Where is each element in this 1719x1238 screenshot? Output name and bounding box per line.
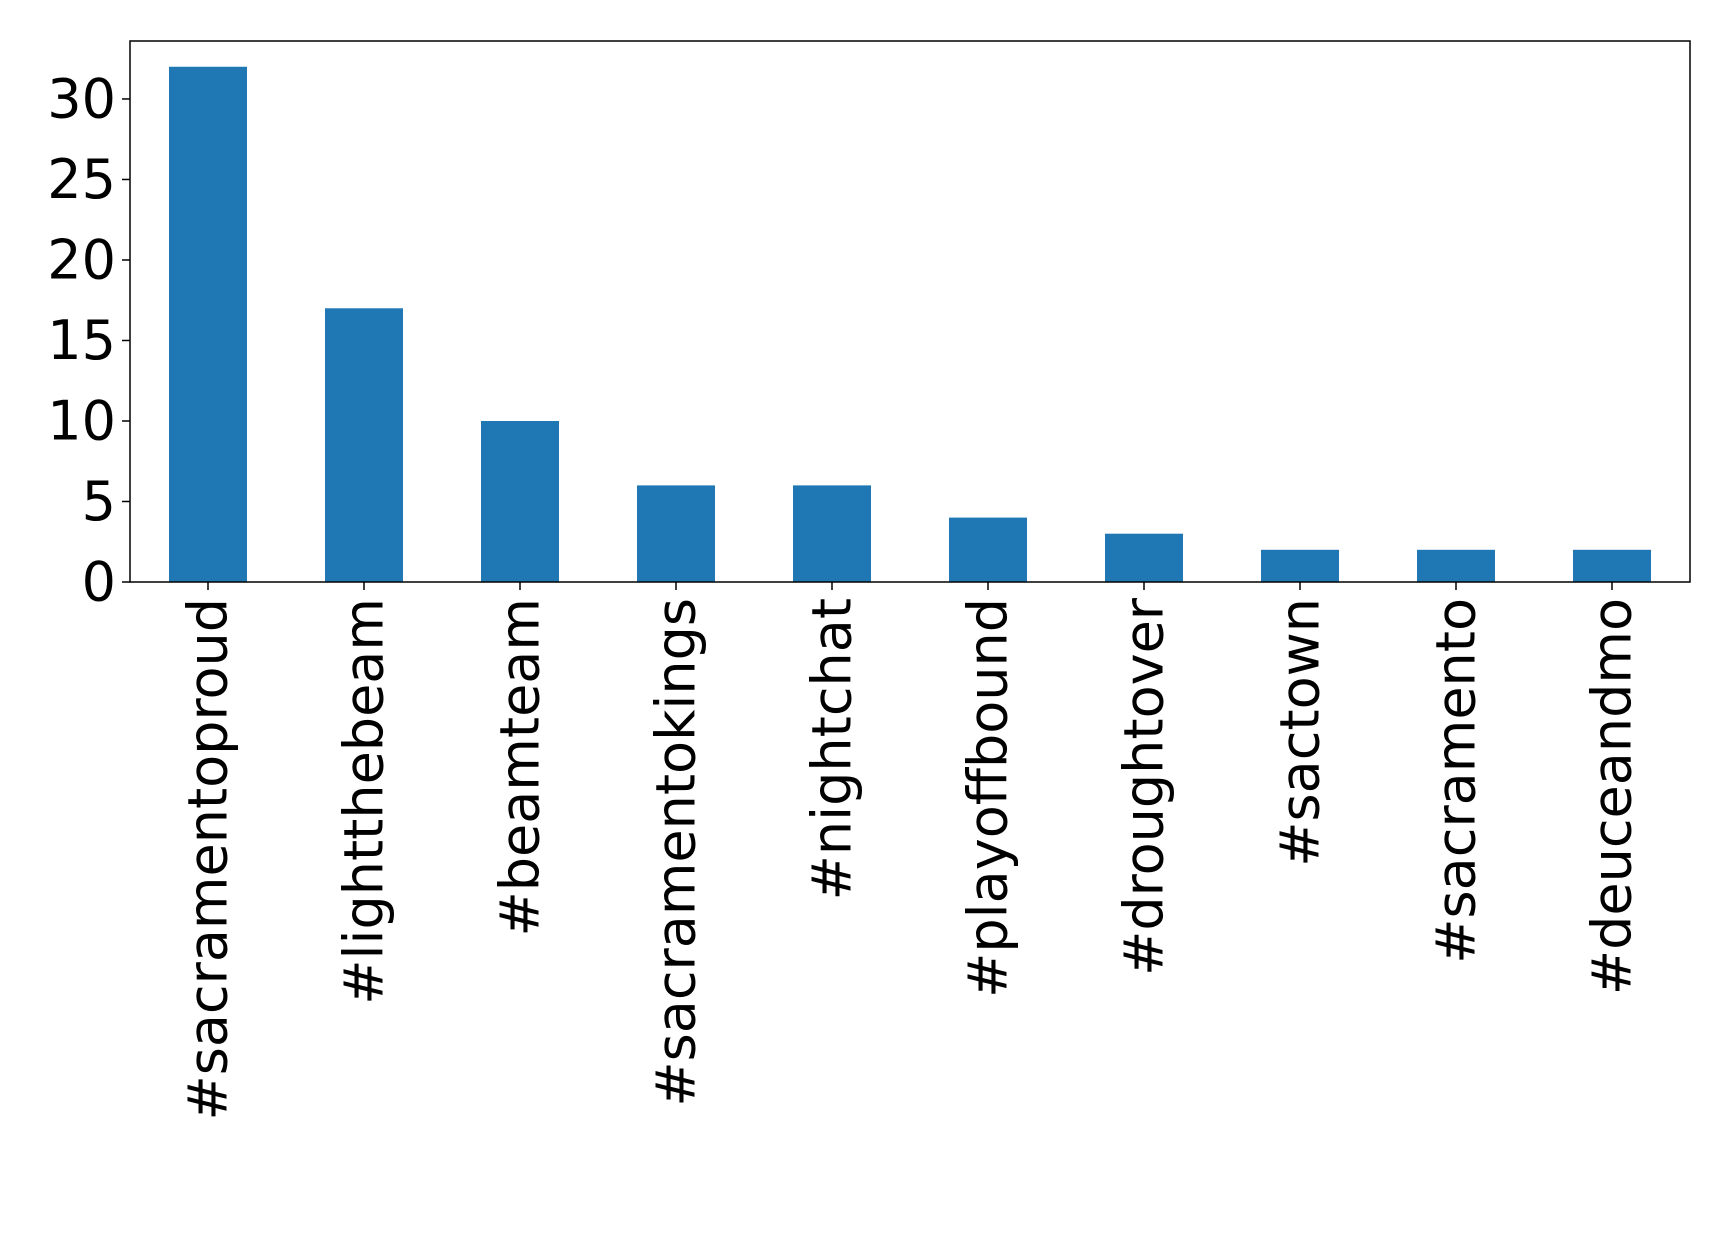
- y-tick-label: 10: [47, 389, 116, 452]
- x-axis: #sacramentoproud #lightthebeam #beamteam #s…: [177, 582, 1644, 1121]
- x-tick-label: #beamteam: [489, 598, 552, 937]
- y-tick-label: 15: [47, 309, 116, 372]
- y-axis: 0 5 10 15 20 25 30: [47, 67, 130, 614]
- bar-playoffbound: [949, 517, 1027, 582]
- bar-beamteam: [481, 420, 559, 582]
- y-tick-label: 20: [47, 228, 116, 291]
- x-tick-label: #droughtover: [1113, 597, 1176, 976]
- bar-sacramentoproud: [169, 66, 247, 582]
- y-tick-label: 5: [82, 470, 116, 533]
- bar-nightchat: [793, 485, 871, 582]
- bar-droughtover: [1105, 533, 1183, 582]
- y-tick-label: 0: [82, 551, 116, 614]
- bars-group: [169, 66, 1651, 582]
- y-tick-label: 30: [47, 67, 116, 130]
- x-tick-label: #lightthebeam: [333, 598, 396, 1005]
- bar-sactown: [1261, 549, 1339, 582]
- x-tick-label: #sacramentokings: [645, 598, 708, 1107]
- x-tick-label: #sacramentoproud: [177, 598, 240, 1121]
- x-tick-label: #playoffbound: [957, 598, 1020, 998]
- bar-deuceandmo: [1573, 549, 1651, 582]
- y-tick-label: 25: [47, 148, 116, 211]
- bar-sacramentokings: [637, 485, 715, 582]
- bar-lightthebeam: [325, 308, 403, 582]
- x-tick-label: #sactown: [1269, 598, 1332, 867]
- plot-frame: [129, 40, 1691, 583]
- x-tick-label: #deuceandmo: [1581, 598, 1644, 995]
- x-tick-label: #nightchat: [801, 598, 864, 900]
- x-tick-label: #sacramento: [1425, 598, 1488, 964]
- bar-sacramento: [1417, 549, 1495, 582]
